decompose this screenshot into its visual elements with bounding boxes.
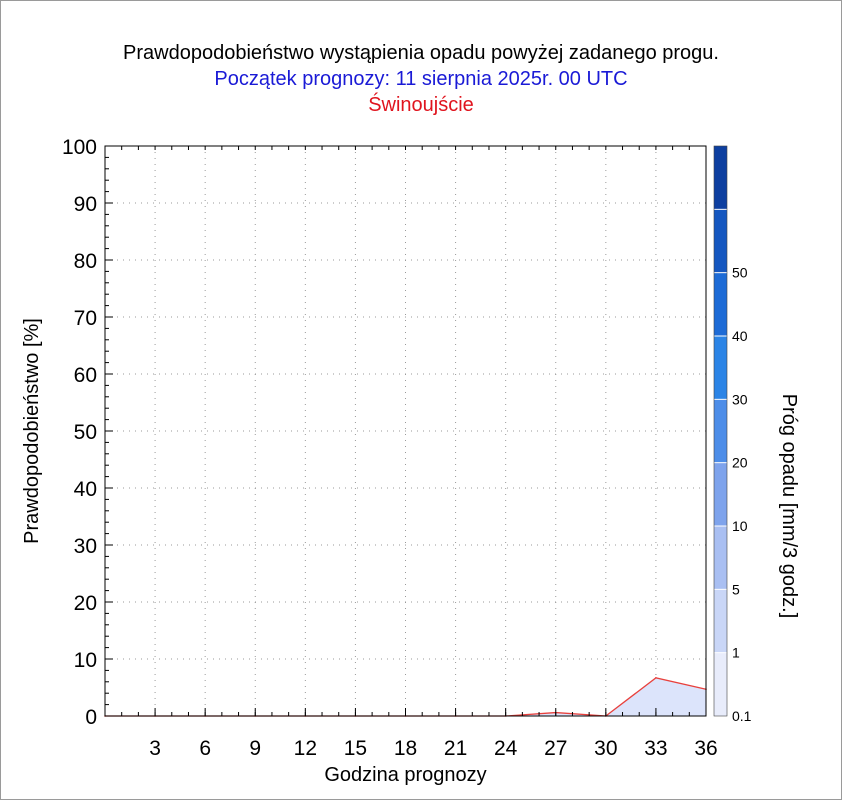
colorbar-label: 20 — [732, 455, 748, 471]
x-tick-label: 30 — [594, 737, 617, 760]
x-tick-label: 21 — [444, 737, 467, 760]
colorbar-segment — [714, 399, 727, 463]
series-fill — [105, 677, 706, 716]
x-tick-label: 36 — [694, 737, 717, 760]
colorbar-segment — [714, 652, 727, 716]
x-tick-label: 6 — [199, 737, 211, 760]
y-axis-ticks: 0 10 20 30 40 50 60 70 80 90 100 — [62, 136, 113, 729]
y-axis-title: Prawdopodobieństwo [%] — [21, 318, 43, 544]
y-tick-label: 0 — [85, 706, 97, 729]
y-tick-label: 30 — [74, 535, 97, 558]
x-tick-label: 12 — [294, 737, 317, 760]
colorbar-segment — [714, 462, 727, 526]
y-tick-label: 40 — [74, 478, 97, 501]
grid-lines — [105, 146, 706, 716]
colorbar-label: 40 — [732, 328, 748, 344]
colorbar-segment — [714, 209, 727, 273]
colorbar-segment — [714, 526, 727, 590]
x-tick-label: 33 — [644, 737, 667, 760]
x-tick-label: 15 — [344, 737, 367, 760]
colorbar-label: 0.1 — [732, 708, 752, 724]
x-tick-label: 24 — [494, 737, 518, 760]
x-tick-label: 27 — [544, 737, 567, 760]
y-tick-label: 90 — [74, 193, 97, 216]
colorbar: 0.1 1 5 10 20 30 40 50 — [713, 145, 752, 724]
y-tick-label: 100 — [62, 136, 97, 159]
x-tick-label: 18 — [394, 737, 417, 760]
y-tick-label: 50 — [74, 421, 97, 444]
colorbar-segment — [714, 336, 727, 400]
colorbar-title: Próg opadu [mm/3 godz.] — [778, 394, 800, 619]
colorbar-segment — [714, 146, 727, 210]
y-tick-label: 70 — [74, 307, 97, 330]
y-tick-label: 60 — [74, 364, 97, 387]
colorbar-segment — [714, 272, 727, 336]
colorbar-label: 10 — [732, 518, 748, 534]
x-axis-title: Godzina prognozy — [324, 764, 486, 786]
chart-subtitle: Początek prognozy: 11 sierpnia 2025r. 00… — [214, 68, 628, 90]
y-tick-label: 20 — [74, 592, 97, 615]
chart-titles: Prawdopodobieństwo wystąpienia opadu pow… — [0, 40, 842, 118]
chart-title: Prawdopodobieństwo wystąpienia opadu pow… — [123, 42, 719, 64]
x-tick-label: 9 — [249, 737, 261, 760]
y-tick-label: 80 — [74, 250, 97, 273]
chart-location: Świnoujście — [368, 94, 474, 116]
colorbar-segment — [714, 589, 727, 653]
x-tick-label: 3 — [149, 737, 161, 760]
colorbar-label: 1 — [732, 645, 740, 661]
y-tick-label: 10 — [74, 649, 97, 672]
colorbar-label: 30 — [732, 391, 748, 407]
colorbar-label: 5 — [732, 581, 740, 597]
colorbar-border — [713, 145, 728, 717]
x-axis-ticks: 3 6 9 12 15 18 21 24 27 30 33 36 — [104, 146, 718, 760]
colorbar-label: 50 — [732, 265, 748, 281]
plot-border — [104, 145, 707, 717]
data-point — [655, 677, 657, 679]
